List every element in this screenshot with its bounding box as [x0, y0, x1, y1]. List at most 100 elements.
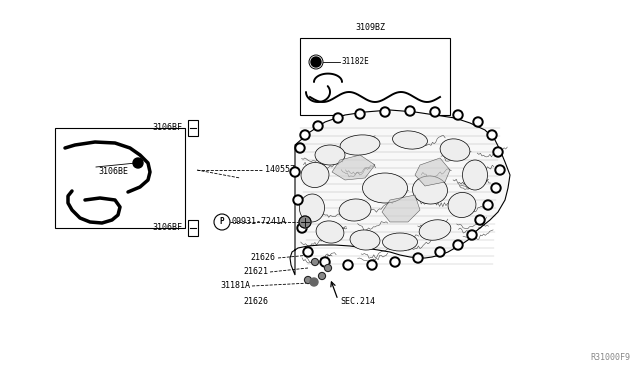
- Circle shape: [312, 259, 319, 266]
- Circle shape: [473, 117, 483, 127]
- Circle shape: [491, 183, 501, 193]
- Circle shape: [467, 230, 477, 240]
- Text: 31181A: 31181A: [220, 282, 250, 291]
- Circle shape: [485, 202, 491, 208]
- Circle shape: [133, 158, 143, 168]
- Circle shape: [432, 109, 438, 115]
- Circle shape: [297, 223, 307, 233]
- Circle shape: [320, 257, 330, 267]
- Circle shape: [477, 217, 483, 223]
- Text: 21621: 21621: [243, 267, 268, 276]
- Circle shape: [455, 112, 461, 118]
- Circle shape: [295, 197, 301, 203]
- Circle shape: [322, 259, 328, 265]
- Bar: [300, 38, 450, 115]
- Text: 21626: 21626: [250, 253, 275, 263]
- Circle shape: [367, 260, 377, 270]
- Text: SEC.214: SEC.214: [340, 298, 375, 307]
- Circle shape: [333, 113, 343, 123]
- Circle shape: [405, 106, 415, 116]
- Circle shape: [313, 121, 323, 131]
- Circle shape: [497, 167, 503, 173]
- Circle shape: [413, 253, 423, 263]
- Circle shape: [345, 262, 351, 268]
- Circle shape: [487, 130, 497, 140]
- Circle shape: [299, 216, 311, 228]
- Polygon shape: [415, 158, 450, 186]
- Circle shape: [475, 215, 485, 225]
- Ellipse shape: [315, 145, 345, 165]
- Ellipse shape: [419, 220, 451, 240]
- Ellipse shape: [413, 176, 447, 204]
- Polygon shape: [332, 155, 375, 180]
- Bar: [188, 220, 198, 236]
- Ellipse shape: [339, 199, 371, 221]
- Circle shape: [305, 276, 312, 283]
- Circle shape: [310, 278, 318, 286]
- Text: 09931-7241A: 09931-7241A: [232, 218, 287, 227]
- Ellipse shape: [301, 163, 329, 187]
- Text: R31000F9: R31000F9: [590, 353, 630, 362]
- Ellipse shape: [392, 131, 428, 149]
- Circle shape: [437, 249, 443, 255]
- Bar: [55, 128, 185, 228]
- Circle shape: [453, 110, 463, 120]
- Circle shape: [319, 273, 326, 279]
- Circle shape: [489, 132, 495, 138]
- Circle shape: [302, 132, 308, 138]
- Circle shape: [303, 247, 313, 257]
- Ellipse shape: [340, 135, 380, 155]
- Text: 3109BZ: 3109BZ: [355, 23, 385, 32]
- Polygon shape: [290, 110, 510, 275]
- Circle shape: [292, 169, 298, 175]
- Text: 14055Z: 14055Z: [265, 166, 295, 174]
- Ellipse shape: [350, 230, 380, 250]
- Bar: [188, 120, 198, 136]
- Circle shape: [305, 249, 311, 255]
- Ellipse shape: [316, 221, 344, 243]
- Text: 3106BF: 3106BF: [152, 124, 182, 132]
- Circle shape: [299, 225, 305, 231]
- Circle shape: [293, 195, 303, 205]
- Ellipse shape: [463, 160, 488, 190]
- Circle shape: [382, 109, 388, 115]
- Polygon shape: [382, 195, 420, 222]
- Circle shape: [415, 255, 421, 261]
- Circle shape: [295, 143, 305, 153]
- Text: 3106BE: 3106BE: [98, 167, 128, 176]
- Circle shape: [311, 57, 321, 67]
- Circle shape: [455, 242, 461, 248]
- Circle shape: [324, 264, 332, 272]
- Ellipse shape: [440, 139, 470, 161]
- Circle shape: [392, 259, 398, 265]
- Ellipse shape: [362, 173, 408, 203]
- Circle shape: [357, 111, 363, 117]
- Text: P: P: [220, 218, 224, 227]
- Circle shape: [495, 149, 501, 155]
- Circle shape: [430, 107, 440, 117]
- Circle shape: [300, 130, 310, 140]
- Circle shape: [453, 240, 463, 250]
- Circle shape: [475, 119, 481, 125]
- Circle shape: [469, 232, 475, 238]
- Circle shape: [297, 145, 303, 151]
- Circle shape: [493, 147, 503, 157]
- Circle shape: [435, 247, 445, 257]
- Circle shape: [369, 262, 375, 268]
- Text: 3106BF: 3106BF: [152, 224, 182, 232]
- Circle shape: [495, 165, 505, 175]
- Circle shape: [380, 107, 390, 117]
- Circle shape: [493, 185, 499, 191]
- Text: 31182E: 31182E: [342, 58, 370, 67]
- Text: 21626: 21626: [243, 298, 268, 307]
- Circle shape: [390, 257, 400, 267]
- Circle shape: [343, 260, 353, 270]
- Circle shape: [483, 200, 493, 210]
- Ellipse shape: [383, 233, 417, 251]
- Ellipse shape: [448, 192, 476, 218]
- Ellipse shape: [300, 194, 324, 222]
- Circle shape: [290, 167, 300, 177]
- Circle shape: [315, 123, 321, 129]
- Circle shape: [335, 115, 341, 121]
- Circle shape: [355, 109, 365, 119]
